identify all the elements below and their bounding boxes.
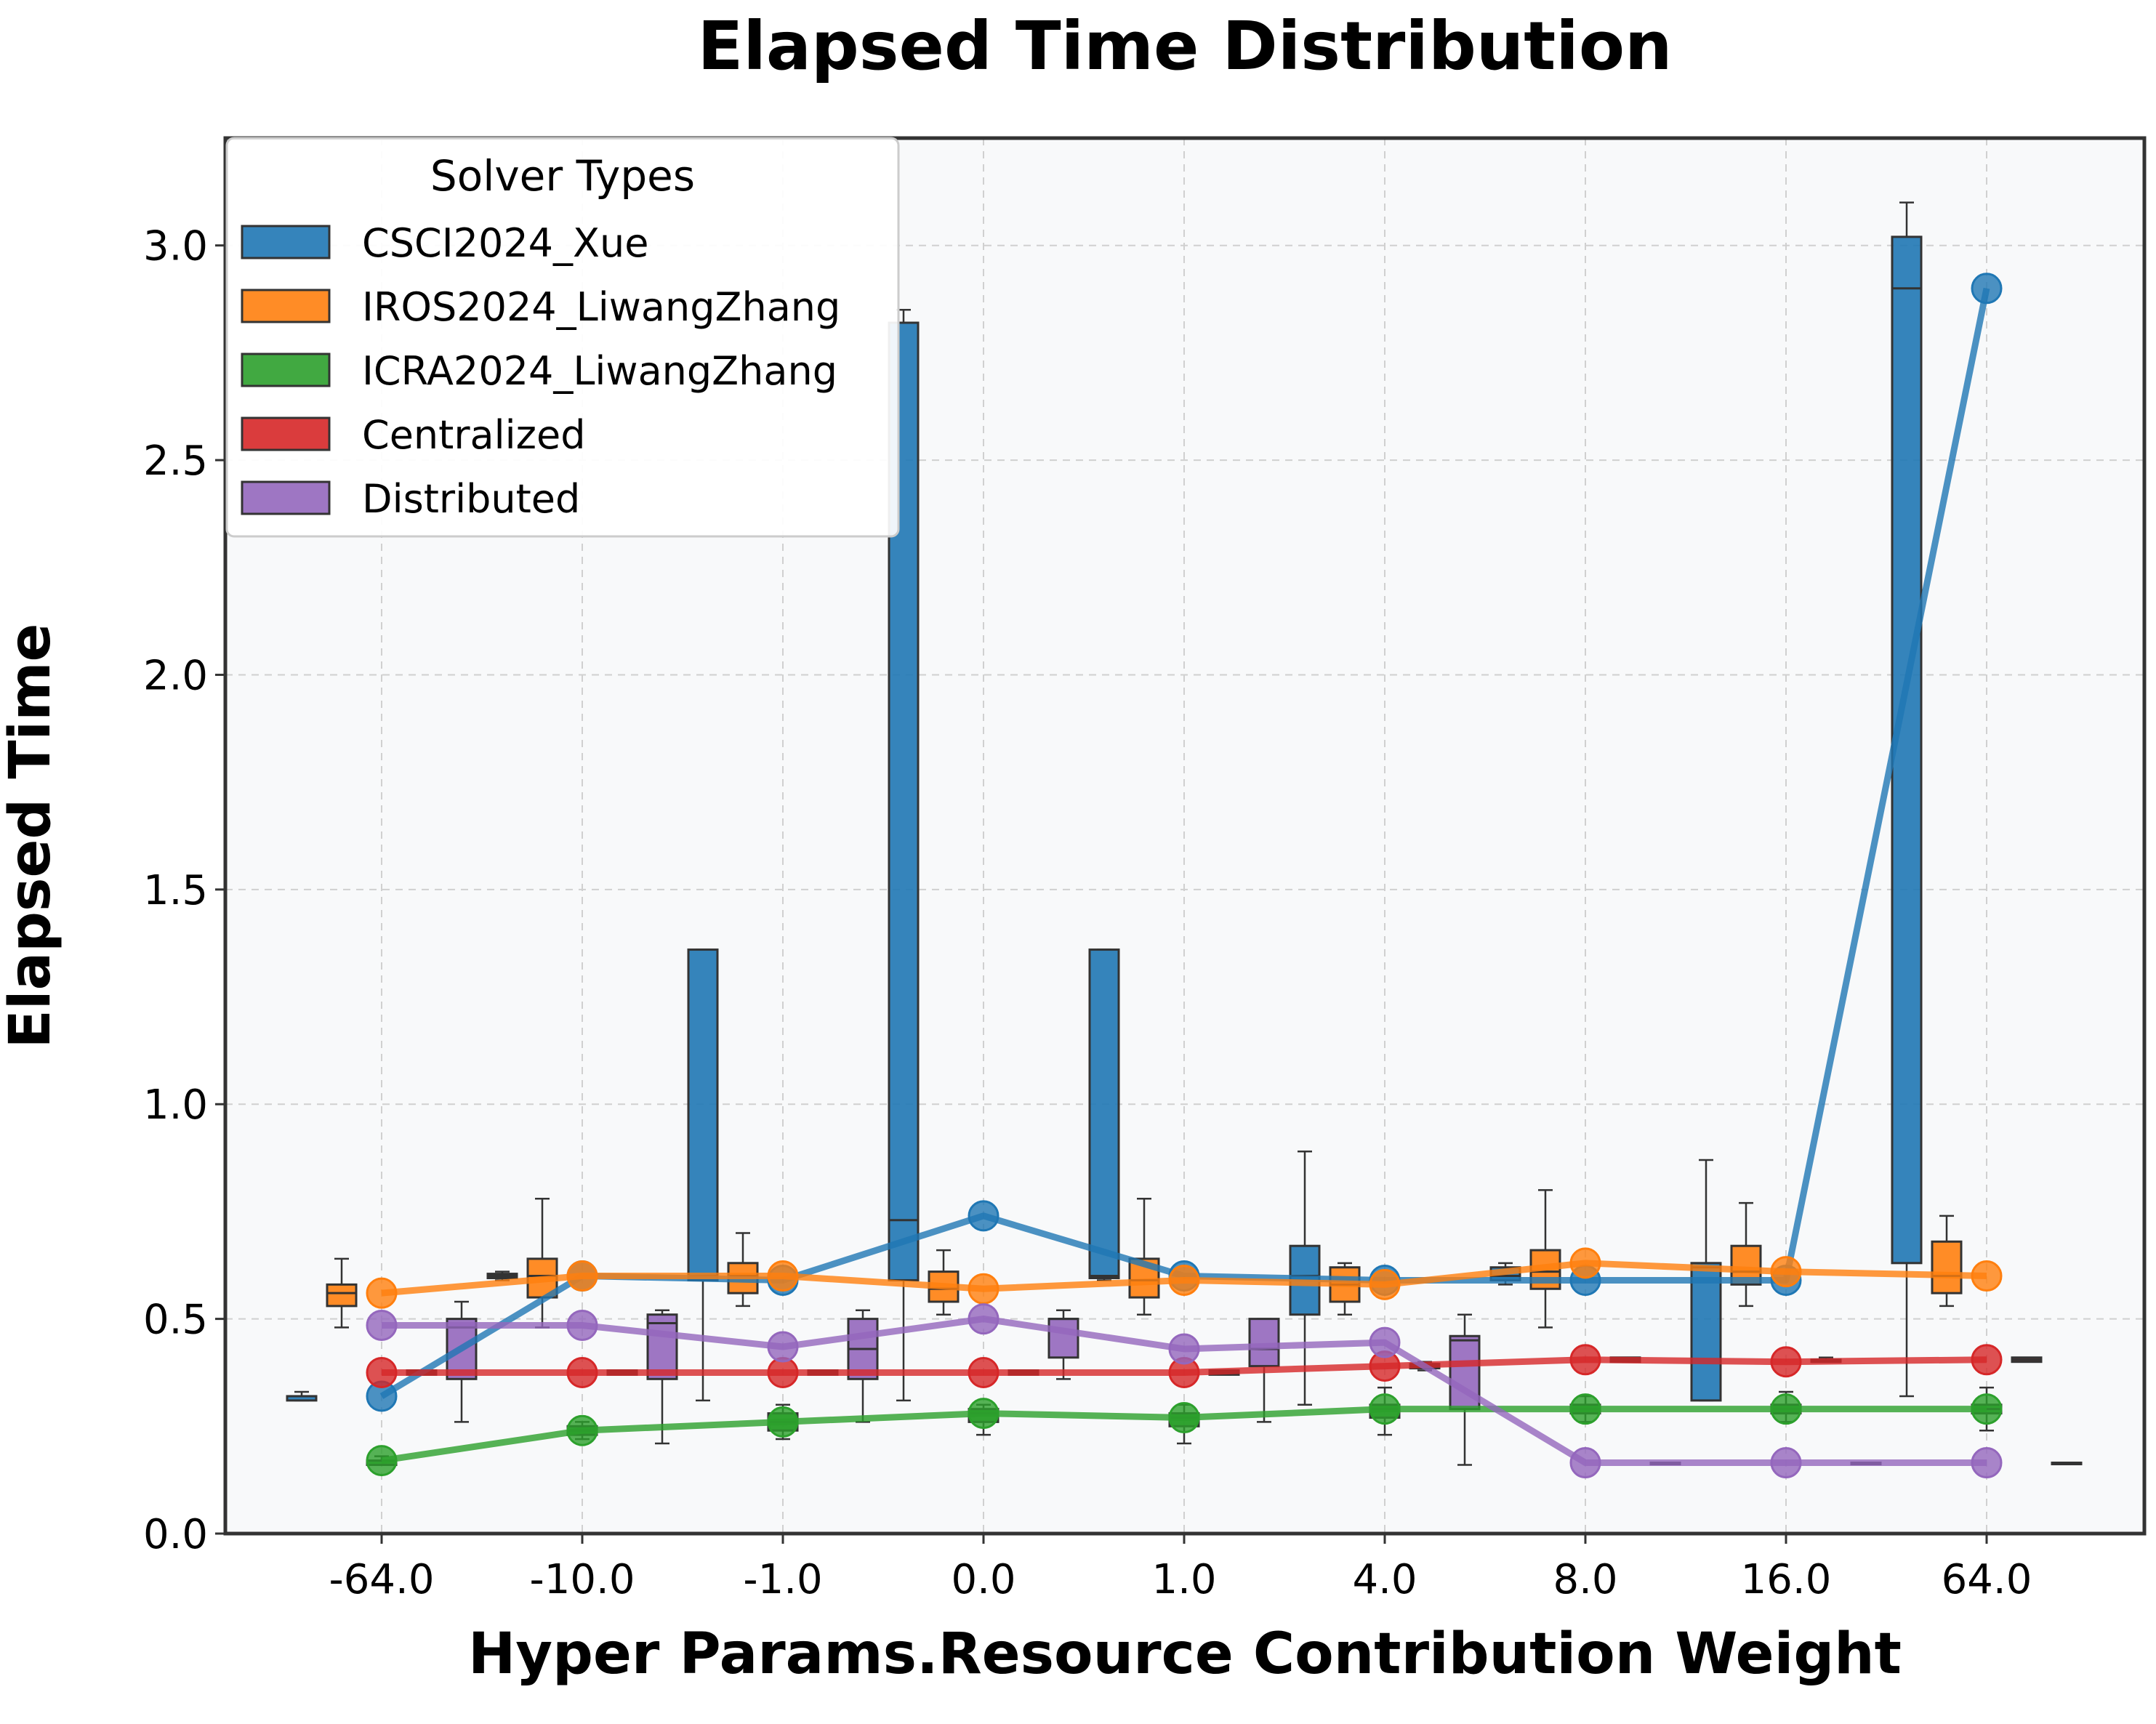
x-tick-label: 16.0 <box>1741 1556 1832 1603</box>
y-tick-label: 2.0 <box>143 652 208 699</box>
mean-point <box>968 1200 999 1232</box>
mean-series-IROS2024_LiwangZhang <box>366 1247 2003 1309</box>
mean-point <box>767 1331 799 1363</box>
mean-point <box>366 1277 398 1309</box>
legend-swatch <box>241 480 331 515</box>
mean-point <box>1168 1333 1200 1365</box>
mean-series-Distributed <box>366 1303 2003 1479</box>
mean-point <box>566 1356 598 1388</box>
y-tick-label: 2.5 <box>143 438 208 485</box>
legend-label: Centralized <box>362 412 585 458</box>
legend: Solver Types CSCI2024_Xue IROS2024_Liwang… <box>225 137 900 538</box>
mean-series-Centralized <box>366 1344 2003 1388</box>
box <box>1931 1240 1963 1294</box>
mean-point <box>1770 1346 1802 1378</box>
x-tick-label: -1.0 <box>743 1556 822 1603</box>
mean-point <box>1971 273 2003 305</box>
mean-point <box>366 1356 398 1388</box>
box <box>646 1313 678 1380</box>
mean-point <box>968 1303 999 1335</box>
x-tick-label: 4.0 <box>1352 1556 1417 1603</box>
legend-box <box>225 137 900 538</box>
box <box>1690 1262 1722 1402</box>
mean-point <box>968 1398 999 1430</box>
x-tick-label: 64.0 <box>1942 1556 2032 1603</box>
mean-point <box>1971 1393 2003 1425</box>
box <box>326 1283 358 1308</box>
mean-point <box>1971 1260 2003 1292</box>
mean-point <box>1770 1447 1802 1479</box>
mean-point <box>1168 1401 1200 1433</box>
y-tick-label: 0.0 <box>143 1511 208 1558</box>
mean-point <box>366 1309 398 1341</box>
legend-swatch <box>241 225 331 259</box>
mean-point <box>566 1260 598 1292</box>
legend-label: CSCI2024_Xue <box>362 220 648 266</box>
box <box>1047 1318 1079 1359</box>
x-tick-label: 8.0 <box>1553 1556 1617 1603</box>
mean-point <box>968 1356 999 1388</box>
axes: 0.0 0.5 1.0 1.5 2.0 2.5 3.0 -64.0 -10.0 -1.0 0.0 1.… <box>143 223 2032 1603</box>
mean-point <box>1369 1393 1401 1425</box>
mean-point <box>366 1445 398 1477</box>
mean-point <box>1569 1447 1601 1479</box>
legend-title: Solver Types <box>430 151 695 201</box>
chart-title: Elapsed Time Distribution <box>697 7 1672 85</box>
y-tick-label: 1.0 <box>143 1081 208 1129</box>
mean-point <box>1770 1256 1802 1288</box>
legend-swatch <box>241 416 331 451</box>
x-tick-label: -64.0 <box>329 1556 435 1603</box>
mean-point <box>1569 1344 1601 1376</box>
box <box>1891 235 1923 1265</box>
x-tick-label: 1.0 <box>1151 1556 1216 1603</box>
mean-point <box>968 1273 999 1305</box>
mean-point <box>1971 1447 2003 1479</box>
mean-point <box>1569 1393 1601 1425</box>
mean-point <box>1369 1268 1401 1300</box>
legend-label: ICRA2024_LiwangZhang <box>362 348 837 394</box>
mean-point <box>1168 1264 1200 1296</box>
legend-swatch <box>241 289 331 323</box>
x-tick-label: -10.0 <box>530 1556 635 1603</box>
legend-label: Distributed <box>362 476 580 522</box>
y-axis-label: Elapsed Time <box>0 624 63 1049</box>
mean-point <box>767 1260 799 1292</box>
mean-point <box>566 1414 598 1446</box>
box <box>1088 948 1120 1279</box>
mean-point <box>1369 1326 1401 1358</box>
legend-label: IROS2024_LiwangZhang <box>362 284 840 330</box>
box <box>1248 1318 1280 1368</box>
mean-series-ICRA2024_LiwangZhang <box>366 1393 2003 1477</box>
y-tick-label: 1.5 <box>143 867 208 914</box>
mean-lines <box>366 273 2003 1479</box>
mean-point <box>1971 1344 2003 1376</box>
mean-point <box>767 1406 799 1438</box>
box-series-Distributed <box>446 1300 2083 1466</box>
box <box>687 948 719 1281</box>
mean-point <box>566 1309 598 1341</box>
mean-point <box>1569 1247 1601 1279</box>
mean-point <box>1770 1393 1802 1425</box>
y-tick-label: 3.0 <box>143 223 208 270</box>
y-tick-label: 0.5 <box>143 1297 208 1344</box>
x-axis-label: Hyper Params.Resource Contribution Weigh… <box>468 1622 1902 1687</box>
legend-swatch <box>241 353 331 387</box>
x-tick-label: 0.0 <box>951 1556 1015 1603</box>
